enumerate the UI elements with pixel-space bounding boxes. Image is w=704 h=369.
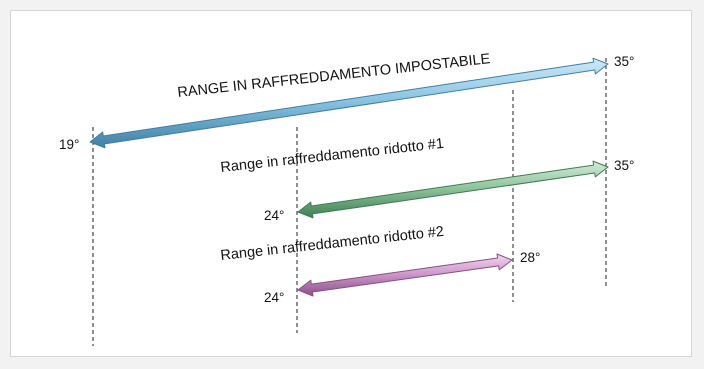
range-ridotto-1-arrow	[297, 160, 609, 219]
range-ridotto-1: Range in raffreddamento ridotto #1 24° 3…	[220, 136, 635, 223]
range-ridotto-2-title: Range in raffreddamento ridotto #2	[220, 224, 445, 264]
range-ridotto-2-arrow	[297, 253, 513, 297]
range-impostabile-start-label: 19°	[59, 137, 79, 152]
range-ridotto-2: Range in raffreddamento ridotto #2 24° 2…	[220, 224, 541, 305]
range-ridotto-2-end-label: 28°	[520, 250, 540, 265]
range-ridotto-1-start-label: 24°	[264, 208, 284, 223]
range-impostabile-title: RANGE IN RAFFREDDAMENTO IMPOSTABILE	[177, 51, 492, 101]
range-impostabile-end-label: 35°	[614, 54, 634, 69]
reference-lines	[92, 58, 607, 346]
range-ridotto-1-end-label: 35°	[614, 158, 634, 173]
range-ridotto-1-title: Range in raffreddamento ridotto #1	[220, 136, 445, 176]
range-impostabile: RANGE IN RAFFREDDAMENTO IMPOSTABILE 19° …	[59, 51, 634, 152]
range-ridotto-2-start-label: 24°	[264, 290, 284, 305]
range-impostabile-arrow	[89, 57, 609, 149]
